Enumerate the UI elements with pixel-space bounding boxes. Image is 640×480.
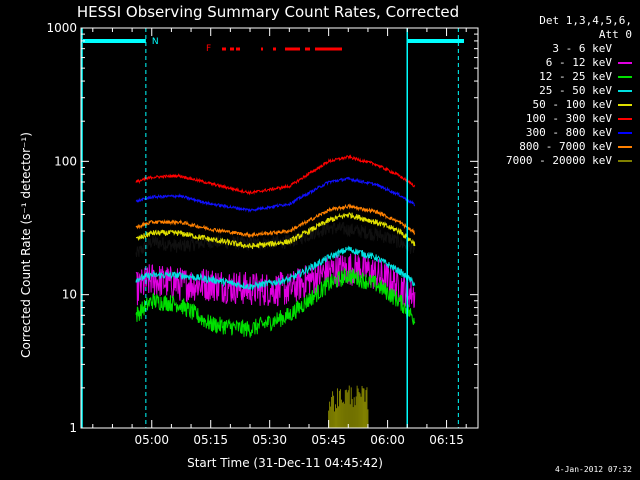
legend-entry-label: 50 - 100 keV [532, 98, 612, 111]
legend-entry: 25 - 50 keV [506, 84, 632, 98]
night-label: N [152, 37, 159, 47]
x-tick-label: 06:15 [429, 433, 464, 447]
series-100-300-kev-line [135, 154, 416, 196]
legend-entry: 300 - 800 keV [506, 126, 632, 140]
axis-layer: 1 10 100 1000 05:00 05:15 05:30 05:45 06:00 06:15 [46, 21, 479, 447]
legend: Det 1,3,4,5,6, Att 0 3 - 6 keV 6 - 12 keV… [506, 14, 632, 168]
chart-title: HESSI Observing Summary Count Rates, Cor… [77, 3, 459, 21]
legend-header-line-2: Att 0 [598, 28, 632, 41]
timestamp: 4-Jan-2012 07:32 [554, 465, 632, 474]
y-tick-label: 1 [69, 421, 77, 435]
legend-entry: 3 - 6 keV [506, 42, 632, 56]
legend-entry: 800 - 7000 keV [506, 140, 632, 154]
series-800-7000-kev-line [135, 203, 416, 239]
flare-label: F [206, 44, 211, 54]
legend-entry-label: 25 - 50 keV [539, 84, 612, 97]
x-axis-label: Start Time (31-Dec-11 04:45:42) [187, 456, 383, 470]
series-25-50-kev-line [135, 245, 416, 291]
legend-entry-label: 6 - 12 keV [545, 56, 612, 69]
x-tick-label: 05:45 [311, 433, 346, 447]
legend-entry-label: 7000 - 20000 keV [506, 154, 612, 167]
legend-swatch [618, 118, 632, 120]
series-7000-20000-kev-line [328, 385, 369, 428]
legend-entry-label: 800 - 7000 keV [519, 140, 612, 153]
legend-entry: 12 - 25 keV [506, 70, 632, 84]
y-axis-label: Corrected Count Rate (s⁻¹ detector⁻¹) [19, 132, 33, 358]
y-tick-label: 10 [62, 288, 77, 302]
legend-entry-label: 12 - 25 keV [539, 70, 612, 83]
series-300-800-kev-line [135, 176, 416, 214]
legend-entry-label: 300 - 800 keV [525, 126, 612, 139]
legend-entry: 50 - 100 keV [506, 98, 632, 112]
legend-swatch [618, 104, 632, 106]
x-tick-label: 05:15 [193, 433, 228, 447]
series-6-12-kev-line [135, 251, 416, 308]
legend-entry: 6 - 12 keV [506, 56, 632, 70]
legend-swatch [618, 132, 632, 134]
y-tick-label: 100 [54, 154, 77, 168]
legend-swatch [618, 160, 632, 162]
x-tick-label: 05:00 [134, 433, 169, 447]
legend-rows: 3 - 6 keV 6 - 12 keV 12 - 25 keV 25 - 50 ke… [506, 42, 632, 168]
series-50-100-kev-line [135, 212, 416, 249]
series-12-25-kev-line [135, 267, 416, 338]
legend-swatch [618, 76, 632, 78]
series-layer [135, 154, 416, 428]
legend-swatch [618, 62, 632, 64]
legend-entry-label: 3 - 6 keV [552, 42, 612, 55]
legend-swatch [618, 90, 632, 92]
legend-header-line-1: Det 1,3,4,5,6, [539, 14, 632, 27]
y-tick-label: 1000 [46, 21, 77, 35]
legend-swatch [618, 48, 632, 50]
x-tick-label: 06:00 [370, 433, 405, 447]
x-tick-label: 05:30 [252, 433, 287, 447]
plot-frame [80, 27, 479, 429]
legend-entry: 100 - 300 keV [506, 112, 632, 126]
legend-entry-label: 100 - 300 keV [525, 112, 612, 125]
overlay-layer: NF [81, 28, 464, 428]
legend-entry: 7000 - 20000 keV [506, 154, 632, 168]
legend-swatch [618, 146, 632, 148]
